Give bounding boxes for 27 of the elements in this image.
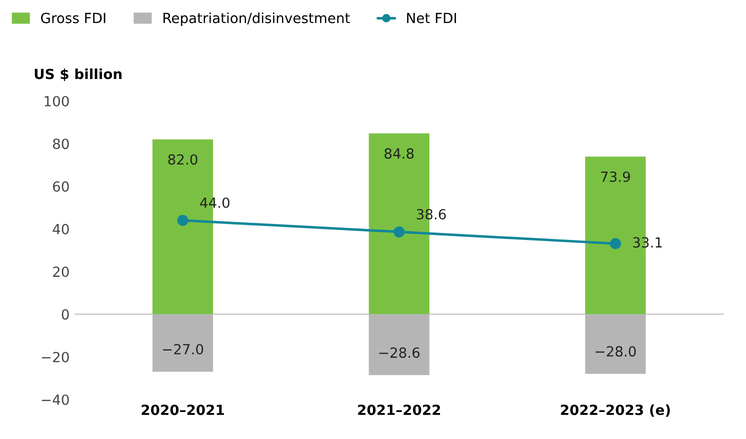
x-tick-label: 2020–2021 — [142, 404, 224, 416]
y-tick-label: 20 — [53, 266, 69, 278]
data-label: −27.0 — [162, 344, 204, 354]
y-tick-label: 100 — [44, 96, 69, 106]
x-tick-label: 2021–2022 — [358, 404, 440, 416]
y-tick-label: −20 — [42, 352, 69, 362]
data-label: 84.8 — [384, 148, 414, 159]
bar — [585, 314, 646, 374]
y-axis-title: US $ billion — [34, 68, 122, 82]
legend-label: Repatriation/disinvestment — [164, 12, 350, 26]
data-label: 73.9 — [601, 171, 630, 182]
point — [177, 214, 188, 226]
data-label: 82.0 — [168, 154, 198, 165]
legend-label: Gross FDI — [41, 12, 106, 24]
y-tick-label: 80 — [53, 138, 69, 150]
y-tick-label: −40 — [42, 394, 69, 405]
legend-label: Net FDI — [407, 12, 456, 24]
point — [610, 238, 622, 250]
data-label: −28.0 — [596, 346, 636, 357]
y-tick-label: 40 — [52, 224, 69, 234]
data-label: −28.6 — [379, 347, 420, 358]
y-tick-label: 60 — [53, 181, 69, 192]
x-tick-label: 2022–2023 (e) — [560, 404, 670, 417]
bar — [368, 314, 430, 376]
y-tick-label: 0 — [62, 309, 69, 320]
bar — [152, 314, 214, 372]
point — [394, 226, 405, 238]
